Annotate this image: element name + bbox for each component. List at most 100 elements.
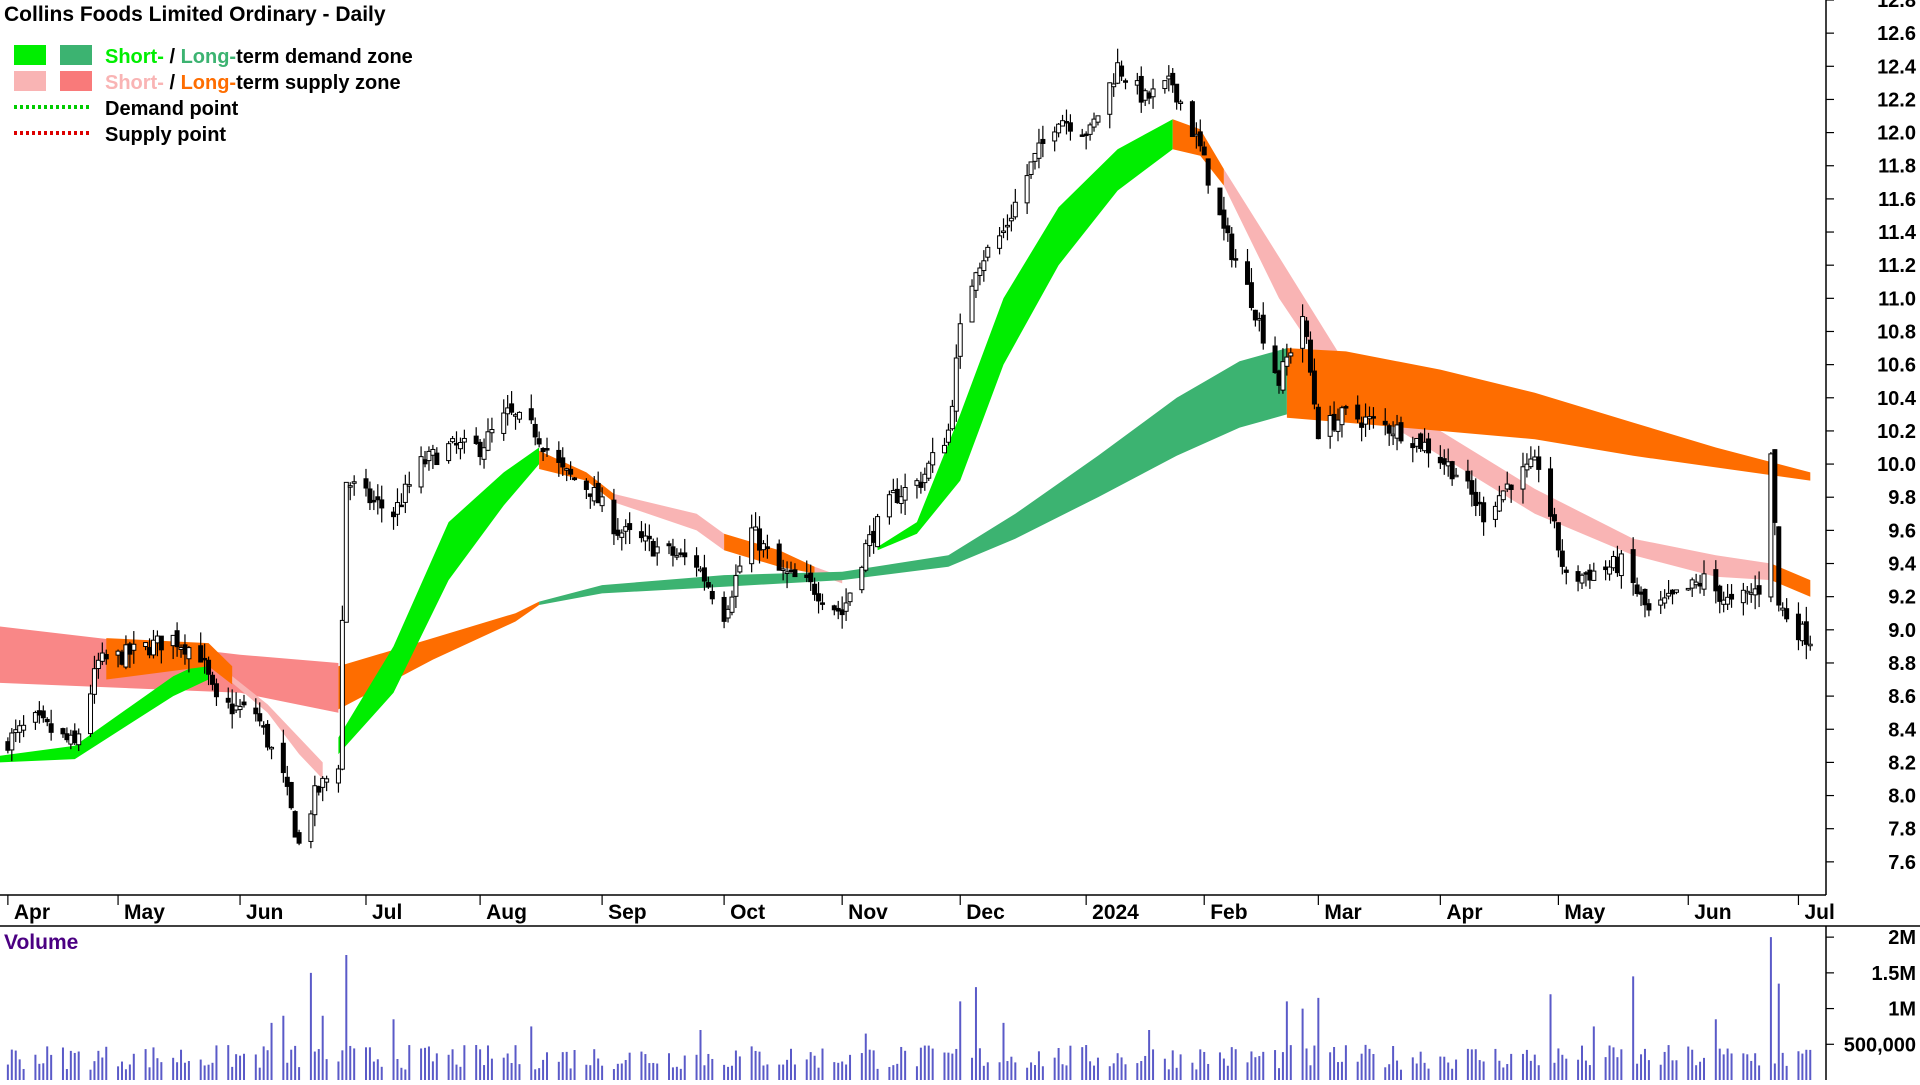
candle: [1315, 403, 1321, 440]
volume-layer: 2M 1.5M 1M 500,000: [6, 927, 1916, 1080]
candle: [1272, 336, 1278, 374]
candle: [316, 785, 322, 796]
candle: [261, 721, 267, 735]
candle: [363, 468, 369, 497]
candle: [473, 427, 479, 445]
candle: [1339, 405, 1345, 438]
candle: [1481, 496, 1487, 536]
candle: [1449, 460, 1455, 486]
candle: [843, 588, 849, 621]
y-tick-label: 12.6: [1877, 23, 1916, 45]
candle: [1752, 575, 1758, 610]
candle: [1170, 68, 1176, 93]
candle: [922, 467, 928, 491]
candle: [638, 521, 644, 543]
candle: [957, 313, 963, 369]
candle: [265, 720, 271, 751]
candle: [406, 471, 412, 494]
candle: [1056, 123, 1062, 138]
candle: [1410, 436, 1416, 463]
legend-item-demand_point: Demand point: [14, 98, 239, 120]
candle: [945, 423, 951, 446]
candle: [1134, 72, 1140, 95]
candle: [1670, 589, 1676, 605]
candle: [509, 391, 515, 416]
y-tick-label: 10.2: [1877, 421, 1916, 443]
candle: [1642, 588, 1648, 618]
candle: [819, 593, 825, 611]
candle: [560, 447, 566, 476]
candle: [694, 547, 700, 577]
candle: [430, 444, 436, 469]
candle: [312, 775, 318, 827]
candle: [1756, 571, 1762, 608]
candle: [1780, 602, 1786, 617]
y-tick-label: 7.6: [1888, 852, 1916, 874]
candle: [450, 435, 456, 444]
y-tick-label: 9.0: [1888, 620, 1916, 642]
candle: [1107, 82, 1113, 129]
legend-item-demand: Short- / Long-term demand zone: [14, 45, 413, 68]
y-tick-label: 11.2: [1878, 255, 1916, 277]
candle: [776, 539, 782, 571]
candle: [1256, 312, 1262, 332]
y-tick-label: 8.2: [1888, 752, 1916, 774]
volume-label: Volume: [4, 931, 78, 954]
candle: [757, 516, 763, 564]
x-tick-label: Sep: [608, 901, 647, 924]
candle: [1721, 591, 1727, 613]
candle: [1052, 126, 1058, 152]
candle: [1178, 99, 1184, 111]
candle: [764, 534, 770, 559]
candle: [835, 600, 841, 620]
candle: [241, 694, 247, 708]
candle: [288, 781, 294, 810]
candle: [1142, 88, 1148, 106]
candle: [1520, 452, 1526, 504]
candle: [1795, 602, 1801, 651]
candle: [1414, 437, 1420, 453]
candle: [481, 438, 487, 469]
candle: [650, 538, 656, 557]
x-tick-label: May: [1564, 901, 1605, 924]
candle: [1776, 526, 1782, 612]
candle: [48, 709, 54, 741]
candle: [76, 728, 82, 752]
candle: [528, 394, 534, 424]
candle: [890, 478, 896, 494]
candle: [1091, 112, 1097, 132]
candle: [1784, 598, 1790, 623]
candle: [21, 715, 27, 738]
candle: [627, 512, 633, 545]
candle: [1284, 343, 1290, 376]
candle: [1063, 109, 1069, 135]
candle: [1418, 432, 1424, 453]
candle: [697, 566, 703, 573]
volume-tick-label: 1.5M: [1872, 963, 1916, 985]
candle: [40, 705, 46, 723]
candle: [1040, 125, 1046, 158]
candle: [1307, 331, 1313, 376]
candle: [599, 487, 605, 513]
candle: [426, 446, 432, 471]
candle: [1662, 589, 1668, 609]
candle: [930, 437, 936, 473]
candle: [237, 699, 243, 718]
candle: [666, 540, 672, 555]
candle: [1146, 90, 1152, 105]
candle: [1646, 598, 1652, 617]
candle: [1725, 584, 1731, 610]
x-tick-label: Nov: [848, 901, 888, 924]
candle: [1083, 131, 1089, 150]
candle: [269, 746, 275, 760]
candle: [402, 474, 408, 514]
candle: [1496, 485, 1502, 513]
candle: [1225, 217, 1231, 242]
x-tick-label: Aug: [486, 901, 527, 924]
candle: [391, 506, 397, 530]
candle: [556, 441, 562, 477]
candle: [863, 539, 869, 573]
candle: [1559, 539, 1565, 575]
candle: [1610, 550, 1616, 571]
